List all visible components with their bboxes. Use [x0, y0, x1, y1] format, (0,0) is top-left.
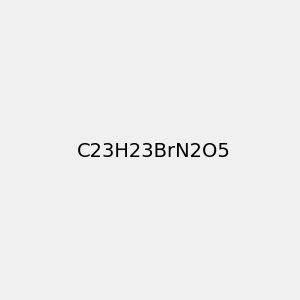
Text: C23H23BrN2O5: C23H23BrN2O5 — [77, 142, 231, 161]
